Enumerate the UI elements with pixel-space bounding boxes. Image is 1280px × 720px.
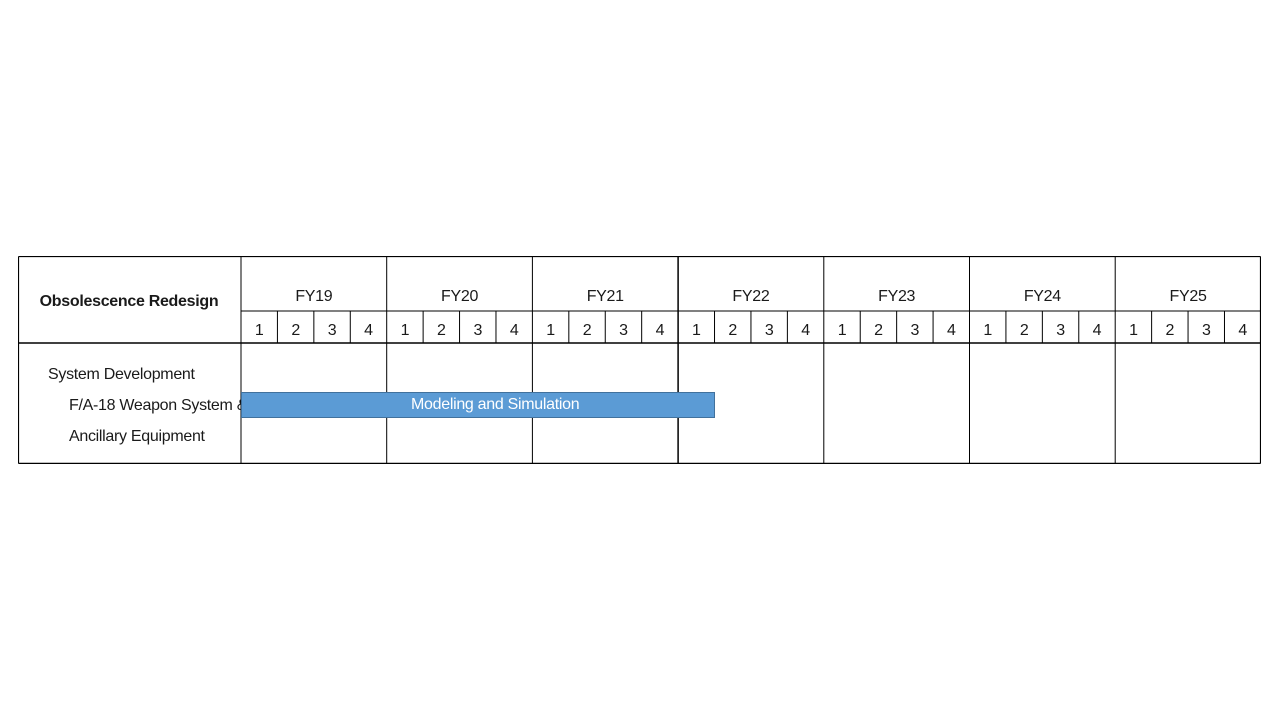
quarter-label-fy22-q4: 4: [801, 322, 810, 339]
quarter-label-fy25-q4: 4: [1238, 322, 1247, 339]
task-bar-modeling-and-simulation: [241, 392, 715, 418]
quarter-label-fy23-q3: 3: [910, 322, 920, 339]
quarter-label-fy19-q2: 2: [291, 322, 300, 339]
quarter-label-fy22-q3: 3: [764, 322, 774, 339]
quarter-label-fy21-q4: 4: [655, 322, 665, 339]
quarter-label-fy21-q1: 1: [546, 322, 555, 339]
quarter-label-fy25-q1: 1: [1129, 322, 1138, 339]
quarter-label-fy23-q2: 2: [874, 322, 883, 339]
row-label-line-3: Ancillary Equipment: [69, 428, 205, 445]
quarter-label-fy23-q1: 1: [837, 322, 847, 339]
quarter-label-fy19-q1: 1: [254, 322, 264, 339]
quarter-label-fy19-q3: 3: [327, 322, 337, 339]
gantt-chart: Obsolescence Redesign FY19 FY20 FY21 FY22 FY…: [18, 256, 1261, 464]
quarter-label-fy22-q1: 1: [692, 322, 701, 339]
quarter-label-fy21-q3: 3: [619, 322, 628, 339]
chart-title: Obsolescence Redesign: [39, 293, 219, 310]
quarter-label-fy23-q4: 4: [946, 322, 956, 339]
quarter-label-fy24-q1: 1: [983, 322, 993, 339]
quarter-label-fy22-q2: 2: [728, 322, 738, 339]
fy-label-fy21: FY21: [586, 288, 624, 305]
fy-label-fy24: FY24: [1023, 288, 1061, 305]
quarter-label-fy20-q3: 3: [473, 322, 483, 339]
quarter-label-fy20-q1: 1: [400, 322, 410, 339]
quarter-label-fy19-q4: 4: [364, 322, 373, 339]
row-label-line-1: System Development: [48, 366, 195, 383]
quarter-label-fy25-q2: 2: [1165, 322, 1175, 339]
quarter-label-fy24-q2: 2: [1019, 322, 1029, 339]
quarter-label-fy20-q2: 2: [437, 322, 446, 339]
quarter-label-fy20-q4: 4: [509, 322, 519, 339]
task-bar-label: Modeling and Simulation: [411, 396, 580, 413]
fy-label-fy20: FY20: [441, 288, 479, 305]
quarter-label-fy24-q3: 3: [1056, 322, 1065, 339]
quarter-label-fy25-q3: 3: [1201, 322, 1211, 339]
quarter-label-fy24-q4: 4: [1092, 322, 1102, 339]
fy-label-fy25: FY25: [1169, 288, 1207, 305]
fy-label-fy23: FY23: [878, 288, 916, 305]
fy-label-fy19: FY19: [295, 288, 333, 305]
quarter-label-fy21-q2: 2: [582, 322, 592, 339]
fy-label-fy22: FY22: [732, 288, 770, 305]
row-label-line-2: F/A-18 Weapon System &: [69, 397, 248, 414]
gantt-grid: [18, 256, 1261, 464]
